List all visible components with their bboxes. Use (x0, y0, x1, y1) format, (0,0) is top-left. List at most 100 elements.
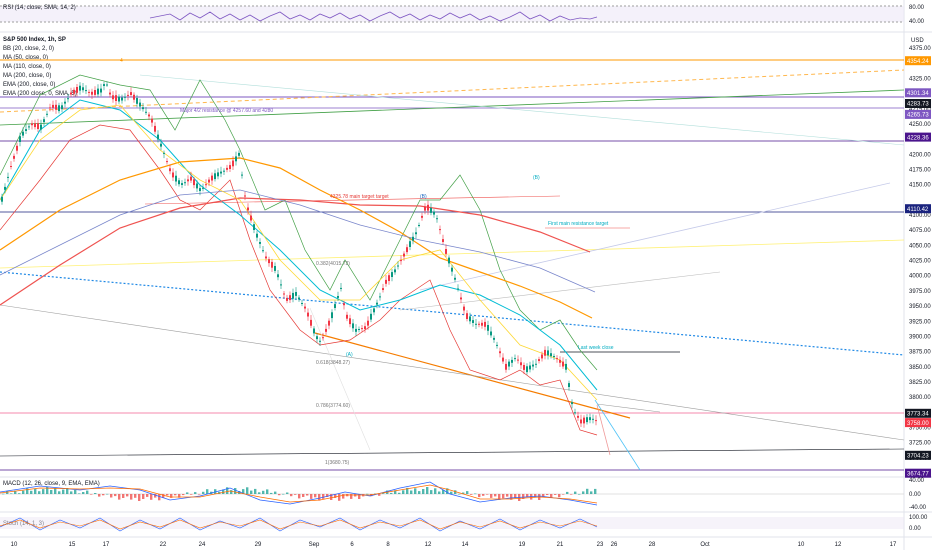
candle-body (139, 102, 141, 107)
price-tag: 4283.73 (905, 99, 931, 108)
time-tick-label: 17 (103, 542, 110, 548)
trend-line (0, 89, 904, 126)
macd-histogram-bar (502, 494, 505, 499)
macd-histogram-bar (94, 493, 97, 494)
price-tag-value: 4301.34 (907, 91, 929, 97)
candle-body (202, 187, 204, 189)
candle-body (214, 173, 216, 180)
main-pane[interactable]: S&P 500 Index, 1h, SP BB (20, close, 2, … (0, 37, 931, 478)
macd-histogram-bar (262, 490, 265, 494)
candle-body (580, 419, 582, 424)
macd-histogram-bar (102, 494, 105, 496)
candle-body (376, 302, 378, 305)
candle-body (175, 175, 177, 182)
candle-body (343, 303, 345, 306)
macd-histogram-bar (298, 494, 301, 499)
candle-body (133, 94, 135, 100)
candle-body (211, 175, 213, 181)
macd-histogram-bar (166, 494, 169, 496)
macd-histogram-bar (570, 494, 573, 495)
rsi-tick-80: 80.00 (909, 5, 925, 11)
price-tag: 4265.73 (905, 109, 931, 119)
signal-line (0, 484, 598, 504)
macd-histogram-bar (178, 494, 181, 498)
candle-body (520, 362, 522, 366)
candle-body (484, 321, 486, 327)
candle-body (190, 176, 192, 181)
candle-body (406, 247, 408, 253)
candle-body (184, 182, 186, 184)
macd-histogram-bar (174, 494, 177, 496)
candle-body (151, 118, 153, 123)
price-tick-label: 4100.00 (909, 213, 931, 219)
macd-tick-0: 0.00 (909, 492, 921, 498)
stoch-tick-100: 100.00 (909, 515, 928, 521)
candle-body (115, 95, 117, 101)
price-tick-label: 4150.00 (909, 183, 931, 189)
candle-body (106, 84, 108, 86)
candle-body (148, 114, 150, 117)
candle-body (541, 354, 543, 359)
macd-histogram-bar (506, 494, 509, 497)
candle-body (427, 204, 429, 211)
macd-histogram-bar (450, 491, 453, 494)
macd-histogram-bar (90, 494, 93, 495)
stoch-pane[interactable]: Stoch (14, 1, 3) 100.00 0.00 (0, 515, 928, 532)
macd-histogram-bar (18, 493, 21, 494)
candle-body (7, 176, 9, 178)
candle-body (553, 356, 555, 357)
candle-body (247, 207, 249, 211)
annotation-fib-0618: 0.618(3848.27) (316, 360, 350, 366)
candle-body (547, 350, 549, 356)
candle-body (283, 293, 285, 295)
candle-body (55, 104, 57, 110)
candle-body (400, 260, 402, 262)
macd-histogram-bar (294, 494, 297, 495)
price-tag: 4301.34 (905, 88, 931, 98)
macd-histogram-bar (302, 494, 305, 497)
macd-histogram-bar (494, 494, 497, 497)
candle-body (316, 336, 318, 340)
macd-histogram-bar (402, 490, 405, 494)
candle-body (313, 328, 315, 334)
candle-body (208, 179, 210, 183)
price-tags: 4354.24 4301.34 4283.73 4265.73 4228.36 4110.… (905, 56, 931, 478)
annotation-wave-A: (A) (346, 352, 353, 358)
price-tag-value: 3704.23 (907, 454, 929, 460)
candle-body (136, 98, 138, 104)
candle-body (280, 284, 282, 286)
candle-body (433, 211, 435, 215)
candle-body (334, 304, 336, 308)
candle-body (28, 126, 30, 128)
candle-body (370, 313, 372, 320)
price-axis[interactable]: 4375.004325.004300.004275.004250.004200.… (909, 46, 931, 462)
macd-histogram-bar (38, 491, 41, 494)
macd-histogram-bar (110, 494, 113, 498)
macd-histogram-bar (290, 494, 293, 497)
rsi-pane[interactable]: RSI (14, close, SMA, 14, 2) 80.00 40.00 (0, 5, 925, 25)
candle-body (310, 319, 312, 326)
stoch-band (0, 517, 904, 529)
candle-body (145, 111, 147, 113)
candle-body (592, 418, 594, 420)
candle-body (397, 265, 399, 267)
candle-body (4, 186, 6, 190)
macd-histogram-bar (286, 492, 289, 494)
price-tick-label: 4050.00 (909, 243, 931, 249)
candle-body (478, 323, 480, 325)
candle-body (262, 250, 264, 252)
macd-histogram-bar (546, 494, 549, 495)
candle-body (130, 92, 132, 95)
macd-histogram-bar (278, 494, 281, 496)
candle-body (163, 152, 165, 154)
macd-histogram-bar (526, 494, 529, 497)
macd-histogram-bar (414, 488, 417, 494)
time-tick-label: Sep (309, 542, 320, 548)
rsi-tick-40: 40.00 (909, 19, 925, 25)
macd-histogram-bar (462, 492, 465, 494)
time-axis[interactable]: 10 15 17 22 24 29 Sep 6 8 12 14 19 21 23 26 28 Oct 10 12 17 (11, 542, 897, 548)
macd-histogram-bar (490, 494, 493, 498)
macd-pane[interactable]: MACD (12, 26, close, 9, EMA, EMA) 40.00 … (0, 478, 927, 511)
candle-body (13, 155, 15, 159)
